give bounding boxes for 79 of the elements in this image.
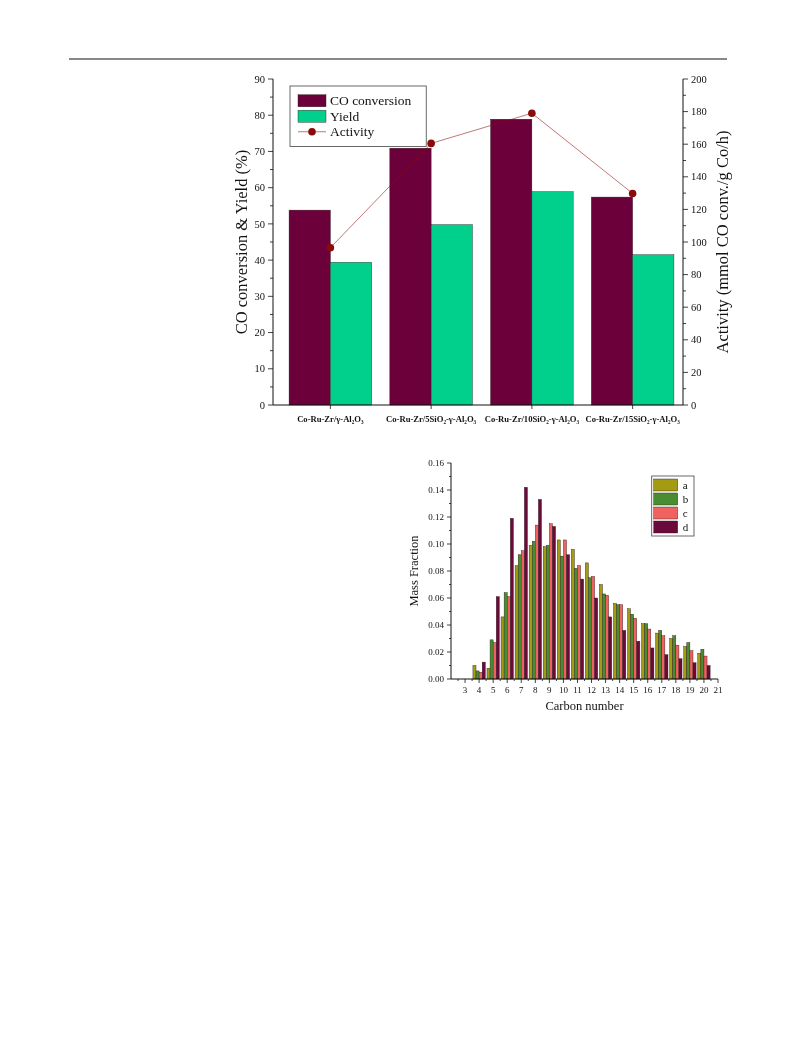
y-axis-title: Mass Fraction xyxy=(407,534,421,607)
x-tick-label: 18 xyxy=(671,685,681,695)
x-tick-label: 21 xyxy=(713,685,723,695)
y-tick-label: 40 xyxy=(254,254,265,266)
x-tick-label: 9 xyxy=(547,685,553,695)
y-tick-label: 60 xyxy=(254,182,265,194)
bar xyxy=(503,592,508,680)
y-tick-label: 20 xyxy=(254,327,265,339)
y2-tick-label: 160 xyxy=(691,138,707,150)
y2-tick-label: 120 xyxy=(691,204,707,216)
bar xyxy=(510,518,514,680)
legend-label: d xyxy=(682,520,689,533)
y2-tick-label: 140 xyxy=(691,171,707,183)
y-tick-label: 0.00 xyxy=(428,674,445,685)
y2-tick-label: 20 xyxy=(691,367,702,379)
x-tick-label: 12 xyxy=(587,685,597,695)
y-tick-label: 0.14 xyxy=(428,485,445,496)
x-tick-label: Co-Ru-Zr/10SiO₂-γ-Al₂O₃ xyxy=(484,414,580,424)
bar xyxy=(496,596,500,680)
y-tick-label: 0.12 xyxy=(428,512,444,523)
y-tick-label: 0.16 xyxy=(428,458,445,469)
x-tick-label: 3 xyxy=(462,685,468,695)
y-tick-label: 30 xyxy=(254,291,265,303)
bar xyxy=(672,635,677,680)
y-axis-title: CO conversion & Yield (%) xyxy=(232,149,251,335)
x-tick-label: 8 xyxy=(533,685,539,695)
x-tick-label: 6 xyxy=(504,685,510,695)
y-tick-label: 0 xyxy=(259,399,265,411)
x-tick-label: 11 xyxy=(573,685,582,695)
x-tick-label: 17 xyxy=(657,685,667,695)
legend-label: a xyxy=(682,478,688,491)
x-tick-label: 16 xyxy=(643,685,653,695)
y-tick-label: 0.04 xyxy=(428,620,445,631)
point xyxy=(528,109,536,118)
y-tick-label: 50 xyxy=(254,218,265,230)
x-tick-label: 4 xyxy=(476,685,482,695)
x-tick-label: 14 xyxy=(615,685,625,695)
x-axis-title: Carbon number xyxy=(545,699,625,713)
y2-tick-label: 40 xyxy=(691,334,702,346)
bar xyxy=(524,487,528,680)
y2-tick-label: 0 xyxy=(691,399,697,411)
x-tick-label: 20 xyxy=(699,685,709,695)
y2-tick-label: 200 xyxy=(691,73,707,85)
legend-label: Activity xyxy=(330,124,375,140)
x-tick-label: 7 xyxy=(519,685,525,695)
y-tick-label: 0.06 xyxy=(428,593,445,604)
point xyxy=(628,189,637,198)
y-tick-label: 0.02 xyxy=(428,647,444,658)
bar xyxy=(538,499,542,680)
bar xyxy=(472,665,477,680)
point xyxy=(427,139,435,148)
legend-label: b xyxy=(682,492,689,505)
x-tick-label: Co-Ru-Zr/15SiO₂-γ-Al₂O₃ xyxy=(585,414,681,424)
legend-label: CO conversion xyxy=(330,93,412,109)
x-tick-label: 10 xyxy=(558,685,569,695)
x-tick-label: Co-Ru-Zr/γ-Al₂O₃ xyxy=(297,414,365,424)
y2-tick-label: 100 xyxy=(691,236,707,248)
x-tick-label: Co-Ru-Zr/5SiO₂-γ-Al₂O₃ xyxy=(386,414,477,424)
y2-axis-title: Activity (mmol CO conv./g Co/h) xyxy=(712,130,732,354)
point xyxy=(326,243,335,252)
legend-label: Yield xyxy=(330,108,360,124)
bar xyxy=(482,661,486,680)
y-tick-label: 80 xyxy=(254,109,265,121)
y2-tick-label: 60 xyxy=(691,301,702,313)
y-tick-label: 0.08 xyxy=(428,566,445,577)
y-tick-label: 70 xyxy=(254,146,265,158)
x-tick-label: 15 xyxy=(629,685,639,695)
y-tick-label: 10 xyxy=(254,363,265,375)
x-tick-label: 5 xyxy=(490,685,496,695)
bar xyxy=(700,649,705,680)
y2-tick-label: 80 xyxy=(691,269,702,281)
y-tick-label: 90 xyxy=(254,73,265,85)
x-tick-label: 19 xyxy=(685,685,695,695)
x-tick-label: 13 xyxy=(601,685,611,695)
y2-tick-label: 180 xyxy=(691,106,707,118)
y-tick-label: 0.10 xyxy=(428,539,445,550)
bar xyxy=(633,618,637,680)
legend-label: c xyxy=(682,506,688,519)
bar xyxy=(686,642,691,680)
